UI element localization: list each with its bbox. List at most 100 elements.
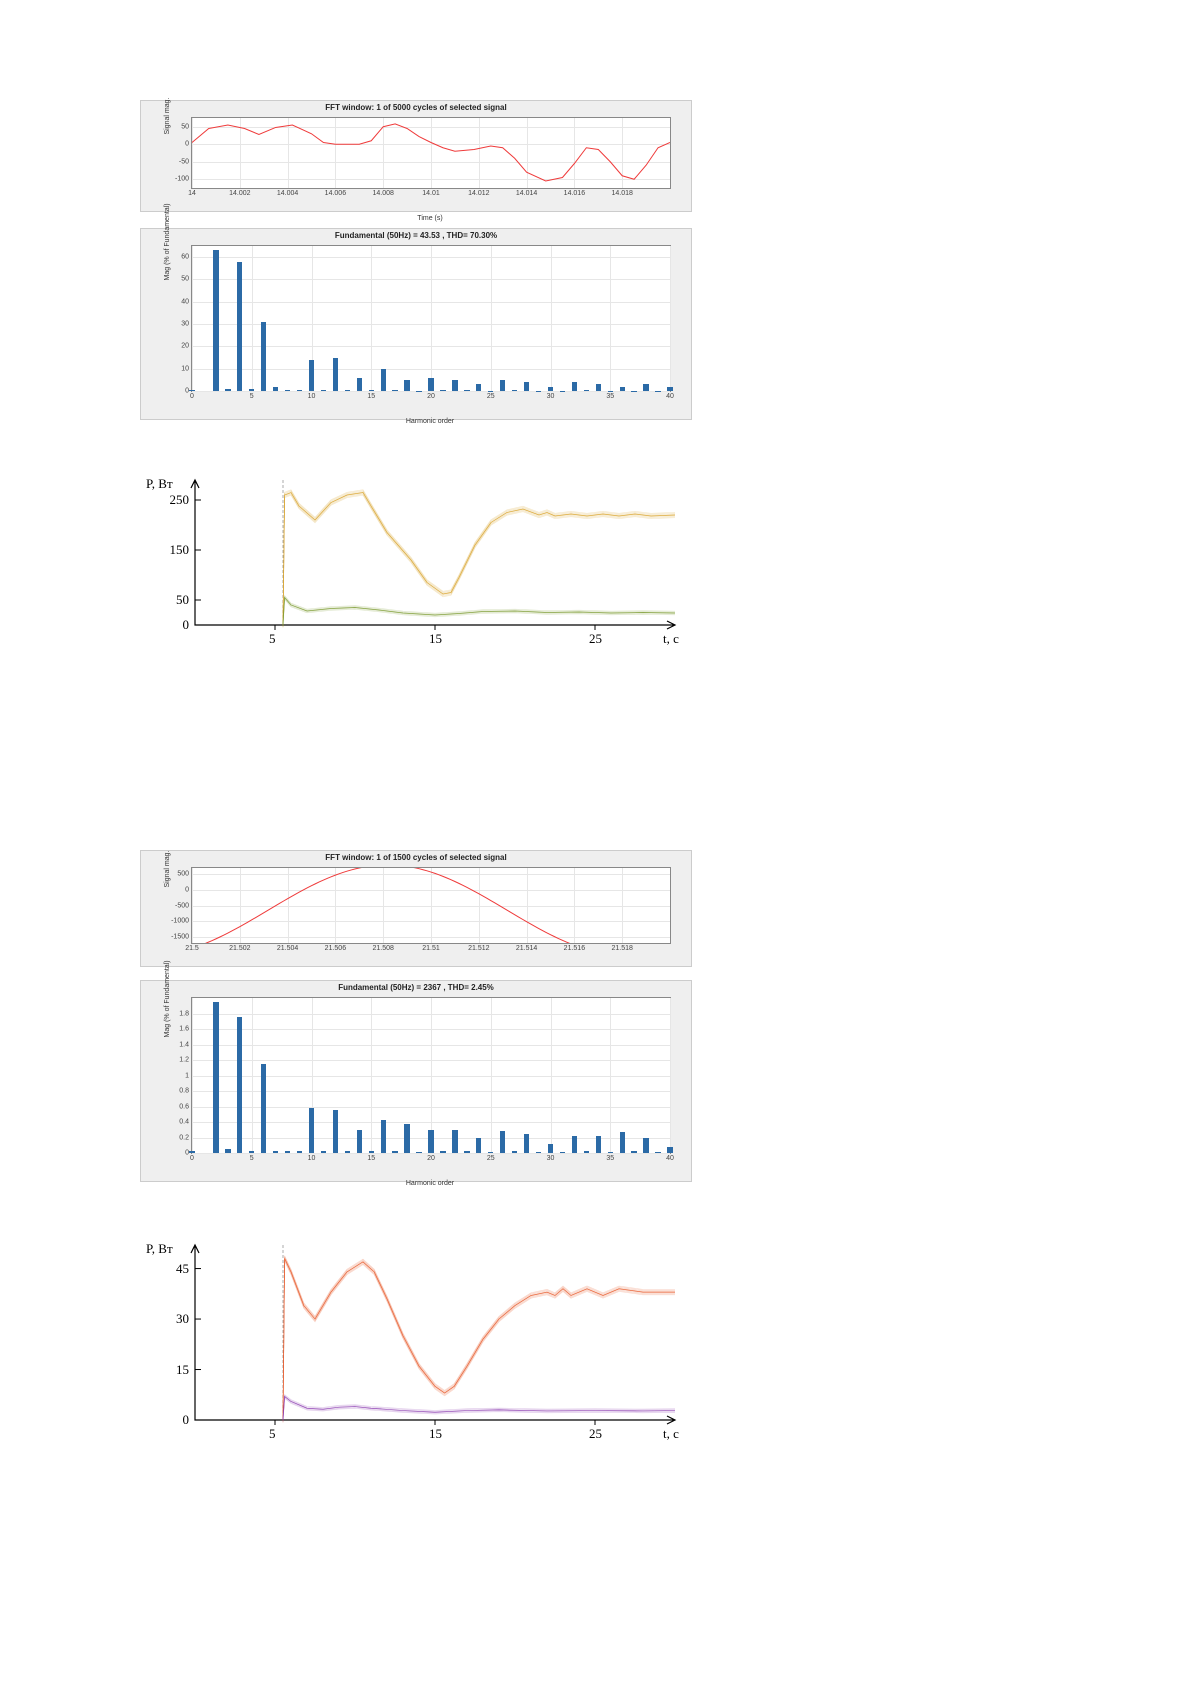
y-tick: 0.2: [179, 1134, 189, 1141]
bar: [309, 360, 314, 391]
bar: [488, 1152, 493, 1153]
power-time-2: 015304551525P, Втt, с: [140, 1240, 700, 1450]
bar: [404, 380, 409, 391]
x-tick: 5: [250, 1155, 254, 1162]
bar: [369, 1151, 374, 1153]
x-tick: 14.016: [564, 190, 585, 197]
x-tick: 30: [547, 393, 555, 400]
bar: [452, 380, 457, 391]
y-tick: 1.8: [179, 1010, 189, 1017]
bar: [321, 390, 326, 391]
x-axis-label: t, с: [663, 631, 679, 647]
bar: [512, 1151, 517, 1153]
bar: [655, 1152, 660, 1153]
thd1-ylabel: Mag (% of Fundamental): [164, 203, 171, 280]
bar: [213, 1002, 218, 1153]
thd-bar-1: Fundamental (50Hz) = 43.53 , THD= 70.30%…: [140, 228, 692, 420]
bar: [584, 1151, 589, 1153]
bar: [596, 1136, 601, 1153]
bar: [345, 1151, 350, 1153]
bar: [500, 1131, 505, 1153]
x-tick: 14.018: [611, 190, 632, 197]
bar: [440, 390, 445, 391]
thd2-xlabel: Harmonic order: [191, 1180, 669, 1187]
fft1-title: FFT window: 1 of 5000 cycles of selected…: [141, 101, 691, 112]
bar: [225, 1149, 230, 1153]
bar: [357, 378, 362, 391]
y-tick: 0.6: [179, 1103, 189, 1110]
x-tick: 15: [367, 1155, 375, 1162]
bar: [237, 1017, 242, 1153]
x-tick: 21.506: [325, 945, 346, 952]
bar: [297, 390, 302, 391]
thd2-ylabel: Mag (% of Fundamental): [164, 960, 171, 1037]
x-tick: 15: [367, 393, 375, 400]
bar: [189, 390, 194, 391]
y-tick: 30: [181, 321, 189, 328]
y-tick: 0: [185, 388, 189, 395]
x-tick: 14.004: [277, 190, 298, 197]
bar: [572, 382, 577, 391]
x-tick: 21.516: [564, 945, 585, 952]
bar: [476, 1138, 481, 1154]
bar: [345, 390, 350, 391]
y-tick: 10: [181, 365, 189, 372]
bar: [512, 390, 517, 391]
bar: [620, 1132, 625, 1153]
bar: [333, 358, 338, 391]
bar: [620, 387, 625, 391]
bar: [249, 389, 254, 391]
bar: [584, 390, 589, 391]
bar: [428, 378, 433, 391]
bar: [608, 1152, 613, 1153]
bar: [596, 384, 601, 391]
bar: [213, 250, 218, 391]
bar: [464, 390, 469, 391]
bar: [548, 387, 553, 391]
x-tick: 35: [606, 393, 614, 400]
fft1-xlabel: Time (s): [191, 215, 669, 222]
x-tick: 21.518: [611, 945, 632, 952]
x-tick: 0: [190, 1155, 194, 1162]
fft-window-1: FFT window: 1 of 5000 cycles of selected…: [140, 100, 692, 212]
fft1-plot: Signal mag. 1414.00214.00414.00614.00814…: [191, 117, 671, 189]
x-tick: 20: [427, 1155, 435, 1162]
x-tick: 21.508: [372, 945, 393, 952]
bar: [392, 1151, 397, 1153]
y-tick: 1.6: [179, 1026, 189, 1033]
bar: [643, 384, 648, 391]
bar: [524, 382, 529, 391]
x-tick: 35: [606, 1155, 614, 1162]
bar: [404, 1124, 409, 1153]
bar: [452, 1130, 457, 1153]
bar: [297, 1151, 302, 1153]
y-tick: -500: [175, 902, 189, 909]
bar: [189, 1151, 194, 1153]
x-tick: 10: [308, 1155, 316, 1162]
power-time-1: 05015025051525P, Втt, с: [140, 475, 700, 655]
thd2-plot: Mag (% of Fundamental) 05101520253035400…: [191, 997, 671, 1154]
thd1-title: Fundamental (50Hz) = 43.53 , THD= 70.30%: [141, 229, 691, 240]
y-tick: 0: [185, 141, 189, 148]
x-tick: 14.01: [422, 190, 440, 197]
y-tick: 500: [177, 871, 189, 878]
bar: [536, 1152, 541, 1153]
y-tick: 1.2: [179, 1057, 189, 1064]
x-tick: 25: [487, 1155, 495, 1162]
x-tick: 14.006: [325, 190, 346, 197]
bar: [428, 1130, 433, 1153]
bar: [560, 1152, 565, 1153]
bar: [321, 1151, 326, 1153]
y-tick: 50: [181, 276, 189, 283]
fft2-title: FFT window: 1 of 1500 cycles of selected…: [141, 851, 691, 862]
bar: [273, 1151, 278, 1153]
x-axis-label: t, с: [663, 1426, 679, 1442]
y-axis-label: P, Вт: [146, 476, 173, 492]
x-tick: 40: [666, 393, 674, 400]
bar: [572, 1136, 577, 1153]
y-tick: 40: [181, 298, 189, 305]
x-tick: 14.014: [516, 190, 537, 197]
y-tick: 1: [185, 1072, 189, 1079]
bar: [381, 1120, 386, 1153]
x-tick: 14: [188, 190, 196, 197]
